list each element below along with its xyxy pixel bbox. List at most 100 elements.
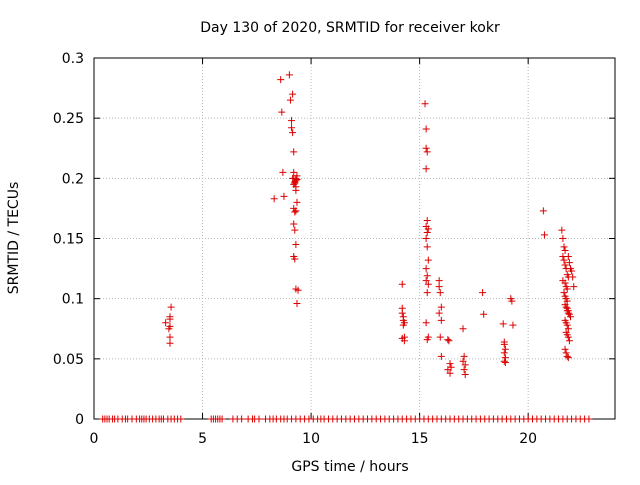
data-point <box>563 297 571 305</box>
x-tick-label: 5 <box>198 431 207 447</box>
data-point <box>422 277 430 285</box>
data-point <box>585 415 593 423</box>
data-point <box>445 337 453 345</box>
data-point <box>435 309 443 317</box>
data-point <box>422 319 430 327</box>
data-point <box>500 349 508 357</box>
data-point <box>564 325 572 333</box>
data-point <box>166 339 174 347</box>
data-point <box>444 336 452 344</box>
y-tick-label: 0.3 <box>62 51 84 67</box>
data-point <box>162 319 170 327</box>
data-point <box>562 303 570 311</box>
data-point <box>500 357 508 365</box>
data-point <box>270 195 278 203</box>
x-tick-label: 10 <box>302 431 320 447</box>
data-point <box>177 415 185 423</box>
data-point <box>400 337 408 345</box>
data-point <box>565 259 573 267</box>
data-point <box>293 299 301 307</box>
data-point <box>564 253 572 261</box>
data-point <box>563 285 571 293</box>
data-point <box>561 261 569 269</box>
data-point <box>446 360 454 368</box>
data-point <box>501 358 509 366</box>
data-point <box>460 352 468 360</box>
data-point <box>422 165 430 173</box>
data-point <box>437 303 445 311</box>
data-point <box>539 207 547 215</box>
data-point <box>293 176 301 184</box>
data-point <box>423 216 431 224</box>
data-point <box>167 303 175 311</box>
data-point <box>461 361 469 369</box>
data-point <box>399 321 407 329</box>
data-point <box>293 198 301 206</box>
data-point <box>292 241 300 249</box>
data-point <box>398 280 406 288</box>
data-point <box>566 313 574 321</box>
data-point <box>564 307 572 315</box>
data-point <box>460 366 468 374</box>
data-point <box>508 297 516 305</box>
y-tick-label: 0.1 <box>62 292 84 308</box>
data-point <box>509 321 517 329</box>
data-point <box>564 333 572 341</box>
data-point <box>289 90 297 98</box>
data-point <box>435 283 443 291</box>
data-point <box>292 177 300 185</box>
data-point <box>437 316 445 324</box>
data-point <box>286 96 294 104</box>
data-point <box>278 108 286 116</box>
data-point <box>558 226 566 234</box>
data-point <box>398 309 406 317</box>
data-point <box>561 279 569 287</box>
data-point <box>166 333 174 341</box>
data-point <box>277 76 285 84</box>
grid-lines <box>94 58 615 419</box>
x-tick-label: 20 <box>519 431 537 447</box>
data-point <box>289 129 297 137</box>
data-point <box>423 289 431 297</box>
data-point <box>292 207 300 215</box>
data-point <box>559 235 567 242</box>
data-point <box>560 289 568 297</box>
data-point <box>479 289 487 297</box>
y-axis-label: SRMTID / TECUs <box>6 182 22 295</box>
data-point <box>568 267 576 275</box>
data-point <box>423 336 431 344</box>
data-point <box>422 144 430 152</box>
chart-title: Day 130 of 2020, SRMTID for receiver kok… <box>200 20 500 36</box>
data-point <box>290 168 298 176</box>
data-point <box>279 168 287 176</box>
data-point <box>565 337 573 345</box>
data-point <box>422 235 430 242</box>
data-point <box>563 352 571 360</box>
data-point <box>570 283 578 291</box>
data-point <box>501 345 509 353</box>
data-point <box>560 243 568 251</box>
x-axis-label: GPS time / hours <box>291 459 408 475</box>
data-points <box>99 71 593 423</box>
data-point <box>563 321 571 329</box>
data-point <box>423 272 431 280</box>
data-point <box>540 231 548 239</box>
data-point <box>446 369 454 377</box>
data-point <box>288 117 296 125</box>
data-point <box>291 255 299 263</box>
data-point <box>166 322 174 330</box>
data-point <box>562 349 570 357</box>
data-point <box>166 315 174 323</box>
data-point <box>424 225 432 233</box>
data-point <box>480 310 488 318</box>
data-point <box>291 208 299 216</box>
x-tick-label: 0 <box>90 431 99 447</box>
data-point <box>500 340 508 348</box>
data-point <box>564 354 572 362</box>
data-point <box>423 148 431 156</box>
data-point <box>424 256 432 264</box>
data-point <box>285 71 293 79</box>
data-point <box>423 228 431 236</box>
data-point <box>423 243 431 251</box>
data-point <box>255 415 263 423</box>
